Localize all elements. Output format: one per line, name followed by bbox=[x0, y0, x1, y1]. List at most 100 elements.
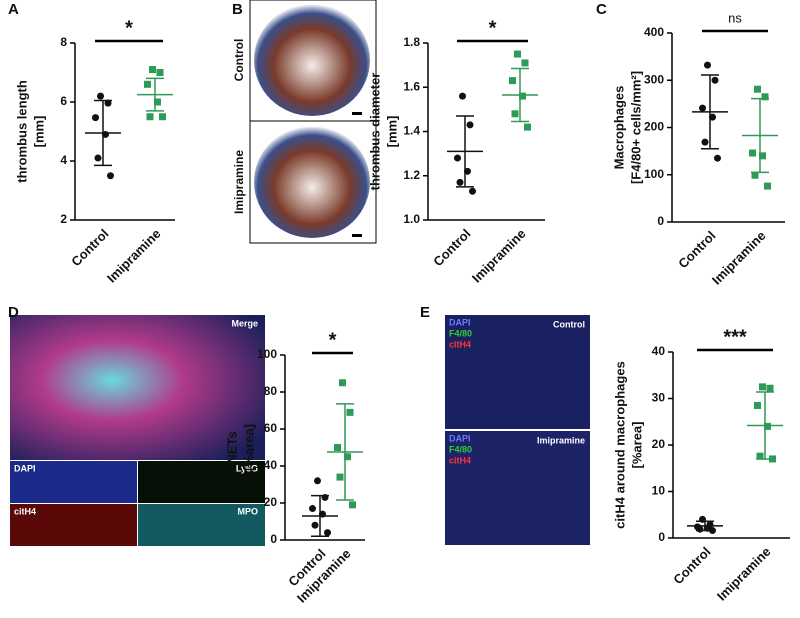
data-point bbox=[336, 473, 344, 481]
significance-label: * bbox=[489, 17, 497, 39]
data-point bbox=[339, 379, 346, 387]
y-axis-label: citH4 around macrophages bbox=[612, 361, 627, 529]
data-point bbox=[107, 172, 114, 180]
y-tick-label: 1.8 bbox=[403, 35, 420, 49]
data-point bbox=[749, 149, 756, 157]
image-label: citH4 bbox=[449, 455, 471, 465]
image-label: MPO bbox=[237, 506, 258, 516]
data-point bbox=[454, 154, 461, 162]
data-point bbox=[764, 422, 771, 430]
y-axis-label: [mm] bbox=[384, 116, 399, 148]
data-point bbox=[104, 99, 112, 107]
panel-letter: A bbox=[8, 1, 19, 18]
y-tick-label: 0 bbox=[657, 214, 664, 228]
image-b: Control Imipramine bbox=[232, 0, 377, 244]
y-tick-label: 4 bbox=[60, 153, 67, 167]
sd-whisker bbox=[696, 520, 714, 532]
panel-letter: D bbox=[8, 304, 19, 321]
image-label: Control bbox=[232, 39, 246, 82]
data-point bbox=[754, 85, 761, 93]
image-label: F4/80 bbox=[449, 328, 472, 338]
sd-whisker bbox=[511, 67, 529, 123]
data-point bbox=[311, 521, 319, 529]
data-point bbox=[704, 61, 711, 69]
y-tick-label: 10 bbox=[652, 484, 666, 498]
y-tick-label: 1.6 bbox=[403, 79, 420, 93]
y-tick-label: 400 bbox=[644, 25, 664, 39]
y-tick-label: 1.0 bbox=[403, 212, 420, 226]
y-tick-label: 30 bbox=[652, 391, 666, 405]
data-point bbox=[514, 50, 521, 58]
y-tick-label: 6 bbox=[60, 94, 67, 108]
image-label: Imipramine bbox=[232, 150, 246, 214]
data-point bbox=[754, 401, 761, 409]
x-tick-label: Control bbox=[670, 544, 713, 587]
data-point bbox=[759, 152, 766, 160]
x-tick-label: Control bbox=[675, 228, 718, 271]
image-d: Merge DAPI Ly6G citH4 MPO bbox=[10, 315, 265, 546]
y-axis-label: thrombus length bbox=[14, 80, 29, 183]
x-tick-label: Imipramine bbox=[709, 228, 769, 288]
data-point bbox=[309, 505, 316, 513]
y-axis-label: [%area] bbox=[629, 422, 644, 469]
image-label: Control bbox=[553, 319, 585, 329]
y-tick-label: 100 bbox=[257, 347, 277, 361]
data-point bbox=[314, 477, 321, 485]
image-label: citH4 bbox=[449, 339, 471, 349]
y-tick-label: 40 bbox=[264, 458, 278, 472]
data-point bbox=[699, 104, 706, 112]
significance-label: * bbox=[125, 17, 133, 39]
sd-whisker bbox=[751, 97, 769, 174]
data-point bbox=[324, 529, 331, 537]
y-tick-label: 0 bbox=[658, 530, 665, 544]
data-point bbox=[701, 138, 709, 146]
x-tick-label: Imipramine bbox=[714, 544, 774, 604]
image-label: citH4 bbox=[14, 506, 36, 516]
sd-whisker bbox=[456, 115, 474, 188]
y-tick-label: 60 bbox=[264, 421, 278, 435]
y-axis-label: [%area] bbox=[241, 424, 256, 471]
image-label: DAPI bbox=[449, 317, 471, 327]
data-point bbox=[524, 123, 531, 131]
y-tick-label: 1.4 bbox=[403, 124, 420, 138]
data-point bbox=[97, 92, 104, 100]
sd-whisker bbox=[146, 77, 164, 112]
data-point bbox=[344, 453, 351, 461]
sd-whisker bbox=[701, 74, 719, 150]
y-tick-label: 2 bbox=[60, 212, 67, 226]
y-tick-label: 1.2 bbox=[403, 168, 420, 182]
x-tick-label: Control bbox=[68, 226, 111, 269]
data-point bbox=[761, 93, 769, 101]
data-point bbox=[156, 69, 164, 76]
image-label: Imipramine bbox=[537, 435, 585, 445]
data-point bbox=[334, 444, 341, 451]
y-tick-label: 8 bbox=[60, 35, 67, 49]
y-axis-label: NETs bbox=[224, 431, 239, 463]
data-point bbox=[519, 92, 526, 100]
data-point bbox=[714, 154, 721, 162]
x-tick-label: Imipramine bbox=[469, 226, 529, 286]
data-point bbox=[459, 92, 466, 100]
y-tick-label: 100 bbox=[644, 167, 664, 181]
data-point bbox=[346, 408, 354, 416]
data-point bbox=[766, 384, 774, 392]
sd-whisker bbox=[336, 403, 354, 501]
significance-label: ns bbox=[728, 10, 742, 25]
image-e: DAPI F4/80 citH4 Control DAPI F4/80 citH… bbox=[445, 315, 590, 545]
sd-whisker bbox=[756, 391, 774, 460]
image-label: Ly6G bbox=[236, 463, 258, 473]
data-point bbox=[509, 77, 516, 85]
y-axis-label: Macrophages bbox=[611, 86, 626, 170]
y-tick-label: 20 bbox=[264, 495, 278, 509]
panel-letter: E bbox=[420, 304, 430, 321]
significance-label: * bbox=[329, 329, 337, 351]
y-tick-label: 80 bbox=[264, 384, 278, 398]
data-point bbox=[711, 76, 719, 84]
panel-letter: B bbox=[232, 1, 243, 18]
image-label: DAPI bbox=[449, 433, 471, 443]
data-point bbox=[92, 114, 99, 122]
x-tick-label: Control bbox=[430, 226, 473, 269]
data-point bbox=[759, 383, 766, 391]
data-point bbox=[94, 154, 102, 162]
